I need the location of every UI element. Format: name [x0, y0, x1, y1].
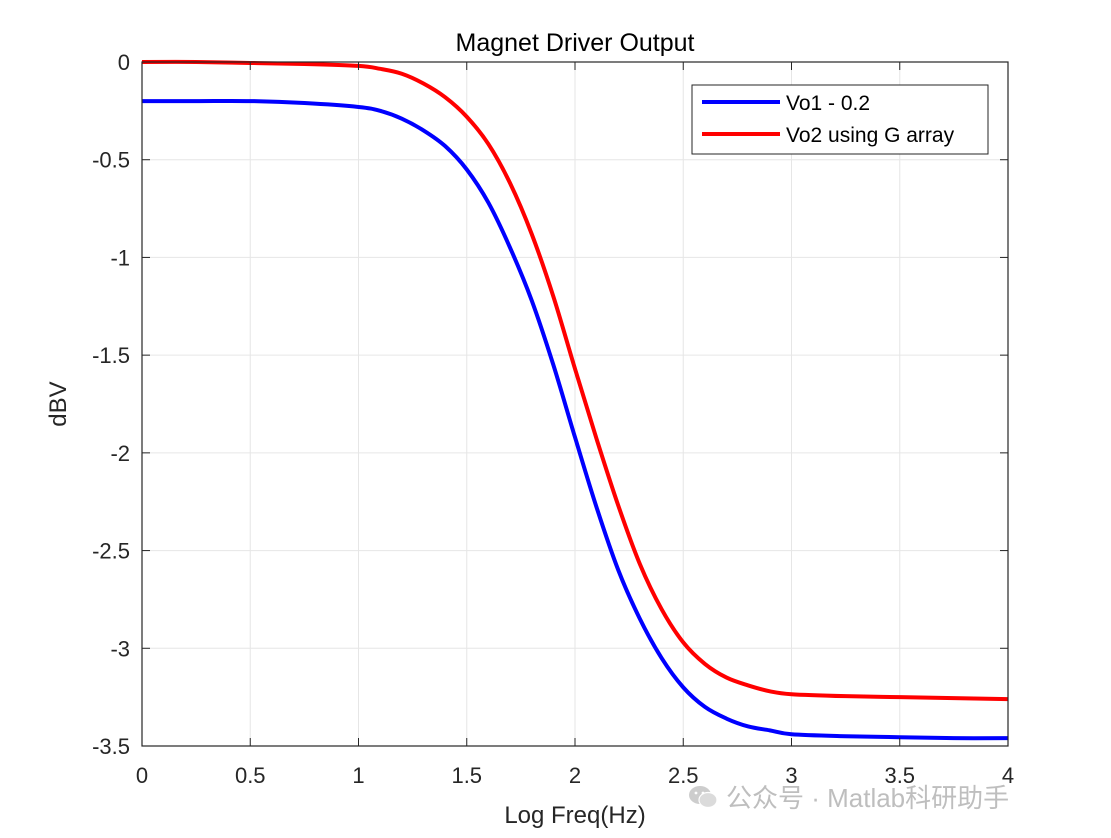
y-tick-label: -1.5 [92, 343, 130, 368]
x-tick-label: 2 [569, 763, 581, 788]
y-tick-label: -1 [110, 245, 130, 270]
x-tick-label: 4 [1002, 763, 1014, 788]
x-axis-title: Log Freq(Hz) [504, 802, 645, 829]
legend-label-vo2: Vo2 using G array [786, 124, 955, 147]
y-tick-label: -2 [110, 441, 130, 466]
chart-title: Magnet Driver Output [456, 29, 695, 57]
x-tick-label: 3 [785, 763, 797, 788]
watermark-text: 公众号 · Matlab科研助手 [726, 783, 1010, 813]
wechat-icon [689, 785, 718, 808]
series-lines [141, 59, 1009, 741]
y-axis-title: dBV [45, 381, 72, 426]
y-tick-label: 0 [118, 50, 130, 75]
x-tick-label: 2.5 [668, 763, 699, 788]
ticks: 0 0.5 1 1.5 2 2.5 3 3.5 4 0 -0.5 -1 -1.5 -2 -2.5 -3 -3.5 [92, 50, 1014, 788]
y-tick-label: -2.5 [92, 539, 130, 564]
y-tick-label: -0.5 [92, 148, 130, 173]
x-tick-label: 0.5 [235, 763, 266, 788]
x-tick-label: 3.5 [884, 763, 915, 788]
watermark: 公众号 · Matlab科研助手 [688, 778, 1009, 815]
x-tick-label: 0 [136, 763, 148, 788]
legend-label-vo1: Vo1 - 0.2 [786, 92, 870, 115]
series-line-vo2 [141, 59, 1009, 702]
y-tick-label: -3 [110, 636, 130, 661]
legend-box [691, 84, 989, 155]
series-line-vo1 [142, 98, 1009, 741]
x-tick-label: 1.5 [451, 763, 482, 788]
y-tick-label: -3.5 [92, 734, 130, 759]
x-tick-label: 1 [352, 763, 364, 788]
legend: Vo1 - 0.2 Vo2 using G array [691, 84, 989, 155]
